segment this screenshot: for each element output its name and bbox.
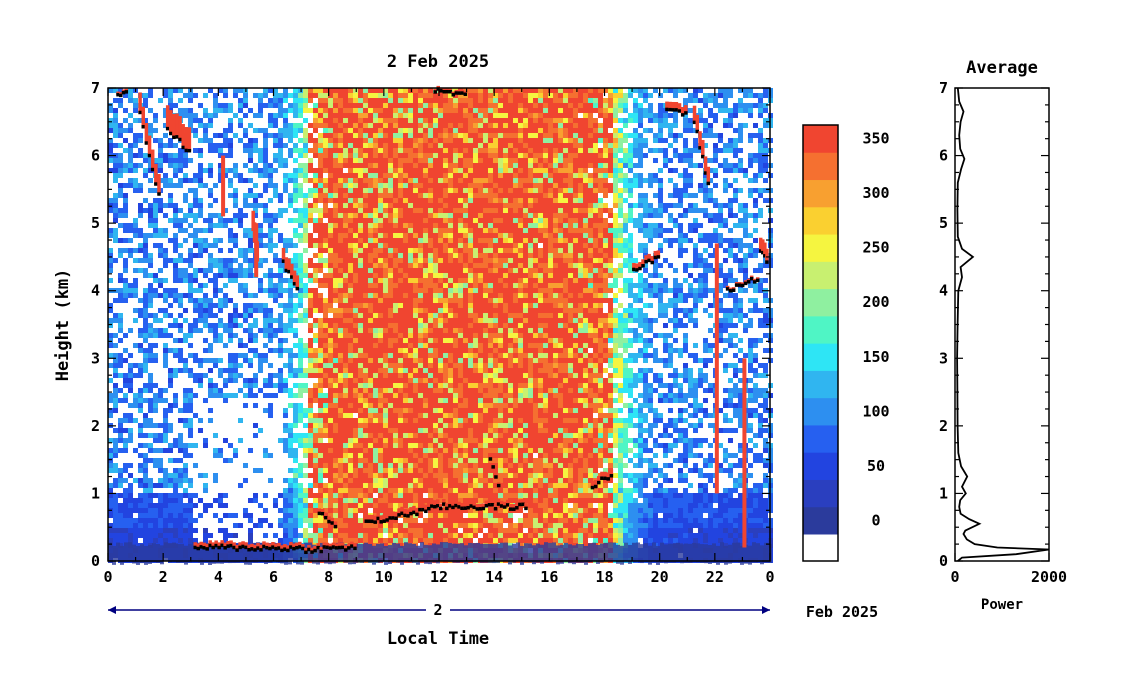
y-tick-label: 4 xyxy=(91,282,100,300)
chart-title: 2 Feb 2025 xyxy=(387,52,489,72)
x-tick-label: 20 xyxy=(651,568,669,586)
colorbar-tick-label: 350 xyxy=(862,130,889,148)
x-tick-label: 0 xyxy=(103,568,112,586)
x-tick-label: 10 xyxy=(375,568,393,586)
y-tick-label: 1 xyxy=(91,484,100,502)
colorbar-band xyxy=(803,479,838,508)
x-tick-label: 12 xyxy=(430,568,448,586)
profile-y-tick-label: 2 xyxy=(939,417,948,435)
profile-x-tick-label: 0 xyxy=(950,568,959,586)
profile-y-tick-label: 6 xyxy=(939,147,948,165)
y-tick-label: 7 xyxy=(91,79,100,97)
x-tick-label: 0 xyxy=(765,568,774,586)
profile-frame xyxy=(954,87,1050,562)
colorbar-tick-label: 50 xyxy=(867,457,885,475)
x-tick-label: 4 xyxy=(214,568,223,586)
average-power-line xyxy=(956,87,1050,562)
y-tick-label: 2 xyxy=(91,417,100,435)
profile-y-tick-label: 5 xyxy=(939,214,948,232)
heatmap-area xyxy=(108,85,773,565)
y-tick-label: 5 xyxy=(91,214,100,232)
colorbar-band xyxy=(803,125,838,153)
x-tick-label: 8 xyxy=(324,568,333,586)
x-tick-label: 18 xyxy=(595,568,613,586)
colorbar-band xyxy=(803,206,838,235)
colorbar-band xyxy=(803,452,838,480)
y-tick-label: 6 xyxy=(91,147,100,165)
colorbar-band xyxy=(803,397,838,426)
x-tick-label: 6 xyxy=(269,568,278,586)
colorbar-band xyxy=(803,424,838,453)
y-tick-label: 0 xyxy=(91,552,100,570)
date-bar: 2 xyxy=(108,600,770,620)
profile-title: Average xyxy=(966,58,1038,78)
x-tick-label: 2 xyxy=(159,568,168,586)
y-axis: 0 1 2 3 4 5 6 7 xyxy=(91,79,770,570)
profile-y-tick-label: 0 xyxy=(939,552,948,570)
profile-y-tick-label: 1 xyxy=(939,484,948,502)
colorbar-tick-label: 300 xyxy=(862,184,889,202)
colorbar-band xyxy=(803,288,838,317)
colorbar-band xyxy=(803,261,838,290)
profile-x-tick-label: 2000 xyxy=(1031,568,1067,586)
colorbar-band xyxy=(803,179,838,208)
average-profile-chart: Average 0 1 2 3 4 5 6 7 0 2000 Power xyxy=(939,58,1067,613)
x-axis: 0 2 4 6 8 10 12 14 16 18 20 22 0 xyxy=(103,88,775,586)
colorbar-band xyxy=(803,315,838,344)
colorbar-tick-label: 150 xyxy=(862,348,889,366)
colorbar-band xyxy=(803,234,838,262)
colorbar-tick-label: 0 xyxy=(871,511,880,529)
colorbar-band xyxy=(803,152,838,181)
colorbar-band xyxy=(803,370,838,399)
x-tick-label: 16 xyxy=(540,568,558,586)
colorbar-band xyxy=(803,343,838,371)
date-suffix: Feb 2025 xyxy=(806,603,878,621)
colorbar-tick-label: 100 xyxy=(862,402,889,420)
colorbar-band xyxy=(803,506,838,535)
profile-y-tick-label: 7 xyxy=(939,79,948,97)
profile-y-tick-label: 3 xyxy=(939,349,948,367)
x-tick-label: 22 xyxy=(706,568,724,586)
x-tick-label: 14 xyxy=(485,568,503,586)
colorbar-tick-label: 250 xyxy=(862,239,889,257)
colorbar-tick-label: 200 xyxy=(862,293,889,311)
date-bar-day: 2 xyxy=(433,601,442,619)
colorbar-band xyxy=(803,534,838,561)
y-axis-label: Height (km) xyxy=(53,269,73,382)
profile-y-tick-label: 4 xyxy=(939,282,948,300)
x-axis-label: Local Time xyxy=(387,629,489,649)
profile-x-label: Power xyxy=(981,597,1023,613)
colorbar: 0 50 100 150 200 250 300 350 xyxy=(802,124,890,562)
y-tick-label: 3 xyxy=(91,349,100,367)
